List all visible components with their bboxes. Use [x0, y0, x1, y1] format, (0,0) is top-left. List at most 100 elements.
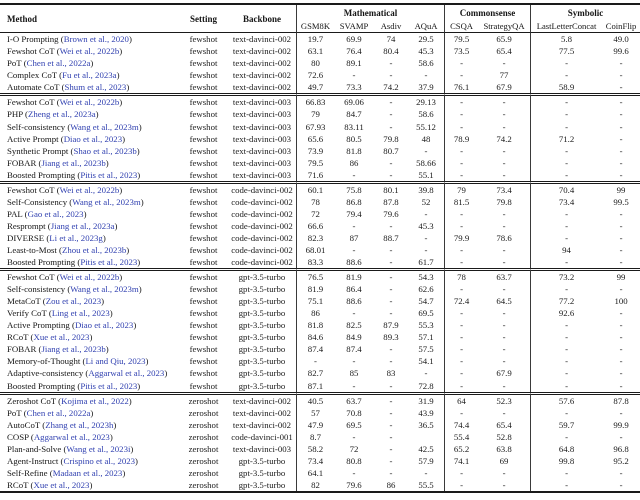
score-cell: -: [444, 355, 478, 368]
citation-link[interactable]: Wang et al., 2023m: [72, 196, 141, 207]
score-cell: 57.6: [530, 391, 603, 407]
citation-link[interactable]: Jiang et al., 2023a: [50, 220, 115, 231]
score-cell: -: [389, 431, 393, 442]
citation-link[interactable]: Li and Qiu, 2023: [85, 356, 146, 367]
score-cell: -: [444, 256, 478, 269]
citation-link[interactable]: Aggarwal et al., 2023: [33, 431, 110, 442]
score-cell: -: [530, 93, 603, 109]
score-cell: 54.3: [408, 268, 445, 283]
setting-cell: fewshot: [189, 82, 218, 93]
citation-link[interactable]: Gao et al., 2023: [27, 208, 84, 219]
setting-cell: zeroshot: [179, 391, 228, 407]
method-name: Boosted Prompting: [7, 257, 76, 268]
backbone-cell: gpt-3.5-turbo: [238, 332, 286, 343]
citation-link[interactable]: Jiang et al., 2023b: [41, 344, 106, 355]
score-cell: -: [530, 331, 602, 344]
score-cell: -: [389, 244, 393, 255]
citation-link[interactable]: Pitis et al., 2023: [80, 380, 138, 391]
score-cell: 78.9: [444, 132, 478, 145]
score-cell: -: [389, 70, 393, 81]
citation-link[interactable]: Shum et al., 2023: [64, 82, 127, 93]
citation-link[interactable]: Wei et al., 2022b: [59, 97, 120, 108]
table-row: Boosted Prompting (Pitis et al., 2023) fe…: [0, 379, 640, 392]
score-cell: 19.7: [296, 33, 334, 46]
score-cell: 79: [296, 108, 334, 121]
citation-link[interactable]: Xue et al., 2023: [33, 479, 90, 490]
score-cell: 42.5: [418, 443, 434, 454]
citation-link[interactable]: Fu et al., 2023a: [62, 70, 117, 81]
score-cell: 73.4: [296, 454, 334, 467]
method-cell: Boosted Prompting (Pitis et al., 2023): [7, 380, 141, 391]
score-cell: 66.83: [296, 93, 334, 109]
citation-link[interactable]: Brown et al., 2020: [63, 34, 129, 45]
citation-link[interactable]: Xue et al., 2023: [33, 332, 90, 343]
citation-link[interactable]: Chen et al., 2022a: [26, 407, 91, 418]
backbone-cell: text-davinci-002: [232, 46, 292, 57]
citation-link[interactable]: Aggarwal et al., 2023: [88, 368, 165, 379]
score-cell: -: [389, 308, 393, 319]
table-row: COSP (Aggarwal et al., 2023) zeroshot code…: [0, 430, 640, 443]
citation-link[interactable]: Pitis et al., 2023: [80, 257, 138, 268]
citation-link[interactable]: Pitis et al., 2023: [80, 169, 138, 180]
score-cell: -: [530, 57, 602, 70]
citation-link[interactable]: Li et al., 2023g: [49, 232, 103, 243]
column-header-setting: Setting: [179, 5, 228, 34]
score-cell: -: [502, 220, 506, 231]
method-name: Self-consistency: [7, 121, 66, 132]
citation-link[interactable]: Wei et al., 2022b: [59, 184, 120, 195]
score-cell: -: [530, 343, 602, 356]
backbone-cell: code-davinci-002: [231, 232, 293, 243]
score-cell: 47.9: [296, 418, 334, 431]
setting-cell: zeroshot: [188, 431, 219, 442]
score-cell: 5.8: [530, 33, 602, 46]
citation-link[interactable]: Shao et al., 2023b: [73, 145, 137, 156]
citation-link[interactable]: Madaan et al., 2023: [52, 467, 123, 478]
score-cell: 79.9: [444, 231, 478, 244]
setting-cell: fewshot: [189, 121, 218, 132]
score-cell: -: [619, 70, 623, 81]
setting-cell: fewshot: [179, 268, 228, 283]
score-cell: -: [619, 145, 623, 156]
citation-link[interactable]: Zou et al., 2023: [45, 296, 102, 307]
citation-link[interactable]: Wei et al., 2022b: [59, 46, 120, 57]
score-cell: 8.7: [296, 430, 334, 443]
score-cell: 59.7: [530, 418, 602, 431]
score-cell: -: [619, 208, 623, 219]
score-cell: 79.6: [346, 479, 362, 490]
score-cell: -: [619, 121, 623, 132]
backbone-cell: gpt-3.5-turbo: [238, 455, 286, 466]
score-cell: -: [444, 207, 478, 220]
table-row: Fewshot CoT (Wei et al., 2022b) fewshot gp…: [0, 268, 640, 284]
citation-link[interactable]: Diao et al., 2023: [63, 133, 123, 144]
score-cell: -: [619, 133, 623, 144]
method-name: PHP: [7, 109, 23, 120]
method-name: Fewshot CoT: [7, 46, 55, 57]
score-cell: 78.6: [496, 232, 512, 243]
setting-cell: zeroshot: [188, 455, 219, 466]
citation-link[interactable]: Diao et al., 2023: [74, 320, 134, 331]
score-cell: -: [444, 343, 478, 356]
score-cell: 73.3: [346, 82, 362, 93]
score-cell: -: [389, 344, 393, 355]
method-name: RCoT: [7, 332, 29, 343]
score-cell: 86: [296, 307, 334, 320]
citation-link[interactable]: Zhou et al., 2023b: [61, 244, 127, 255]
backbone-cell: gpt-3.5-turbo: [238, 344, 286, 355]
group-header-mathematical: Mathematical: [296, 5, 444, 20]
citation-link[interactable]: Wang et al., 2023i: [66, 443, 131, 454]
citation-link[interactable]: Jiang et al., 2023b: [41, 157, 106, 168]
citation-link[interactable]: Zheng et al., 2023a: [27, 109, 96, 120]
citation-link[interactable]: Kojima et al., 2022: [61, 395, 129, 406]
citation-link[interactable]: Wang et al., 2023m: [70, 121, 139, 132]
citation-link[interactable]: Zhang et al., 2023h: [45, 419, 114, 430]
score-cell: 83: [386, 368, 396, 379]
score-cell: -: [619, 368, 623, 379]
citation-link[interactable]: Crispino et al., 2023: [63, 455, 136, 466]
score-cell: -: [389, 380, 393, 391]
citation-link[interactable]: Wang et al., 2023m: [70, 284, 139, 295]
citation-link[interactable]: Wei et al., 2022b: [59, 272, 120, 283]
citation-link[interactable]: Ling et al., 2023: [51, 308, 110, 319]
method-cell: Plan-and-Solve (Wang et al., 2023i): [7, 443, 134, 454]
citation-link[interactable]: Chen et al., 2022a: [26, 58, 91, 69]
score-cell: 64.1: [296, 466, 334, 479]
